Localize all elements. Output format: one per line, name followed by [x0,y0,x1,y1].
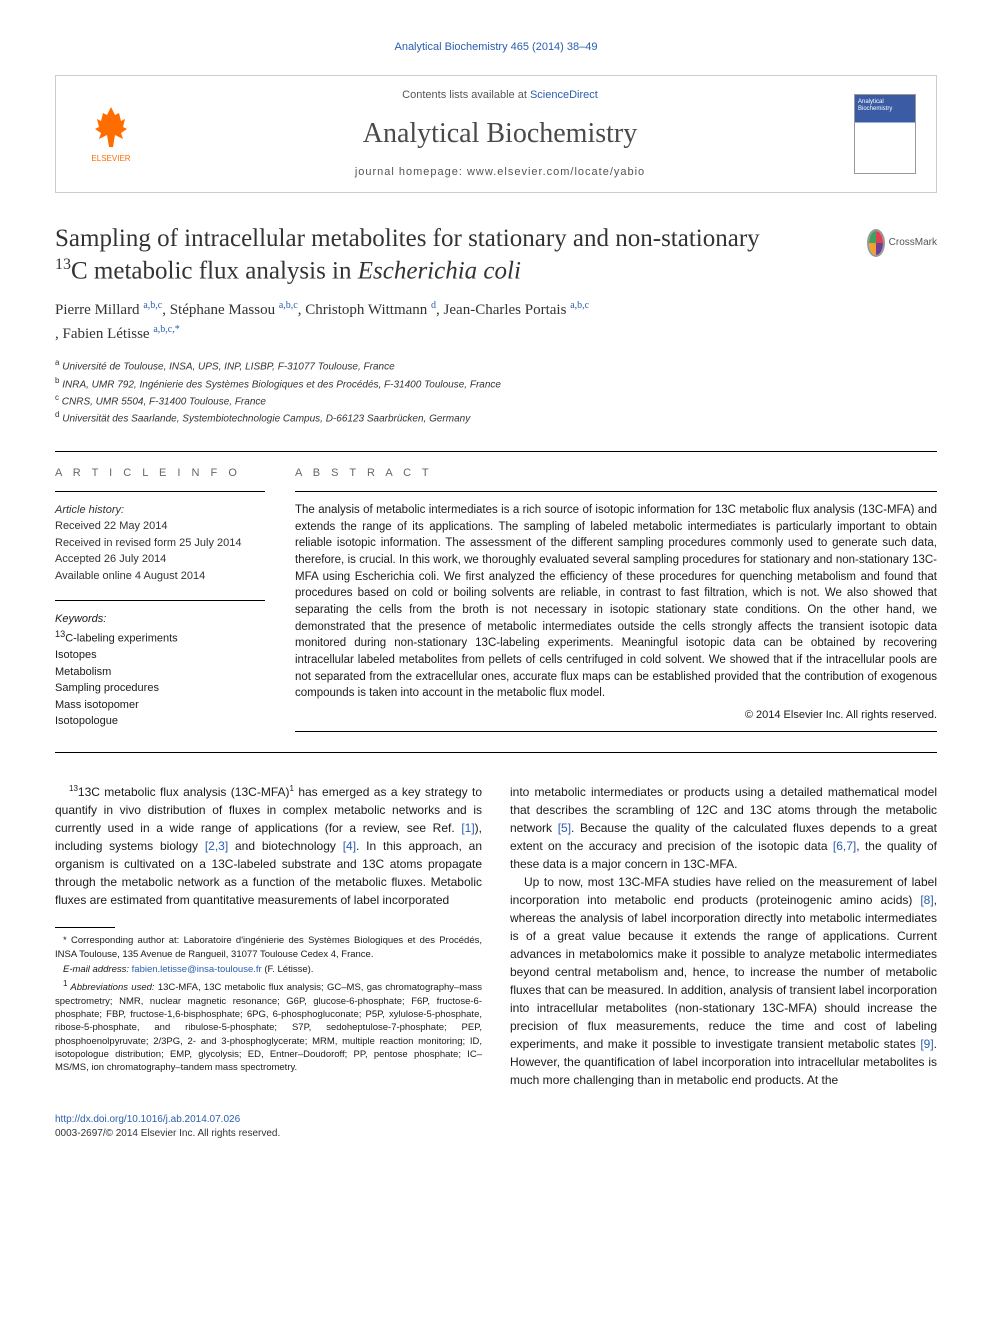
citation-ref[interactable]: [6,7] [833,839,856,853]
citation-ref[interactable]: [2,3] [205,839,228,853]
footnotes: * Corresponding author at: Laboratoire d… [55,934,482,1074]
journal-cover-thumbnail: Analytical Biochemistry [854,94,916,174]
journal-homepage-line: journal homepage: www.elsevier.com/locat… [146,165,854,180]
footnote-separator [55,927,115,928]
journal-header-center: Contents lists available at ScienceDirec… [146,88,854,180]
corresponding-author-footnote: * Corresponding author at: Laboratoire d… [55,934,482,961]
doi-link[interactable]: http://dx.doi.org/10.1016/j.ab.2014.07.0… [55,1114,240,1125]
contents-available-line: Contents lists available at ScienceDirec… [146,88,854,103]
body-column-left: 1313C metabolic flux analysis (13C-MFA)1… [55,783,482,1089]
citation-ref[interactable]: [8] [920,893,933,907]
journal-header: ELSEVIER Contents lists available at Sci… [55,75,937,193]
article-title: Sampling of intracellular metabolites fo… [55,223,852,286]
elsevier-tree-icon [91,105,131,149]
section-divider [55,752,937,753]
abstract-copyright: © 2014 Elsevier Inc. All rights reserved… [295,708,937,723]
crossmark-badge[interactable]: CrossMark [867,223,937,263]
keywords-block: Keywords: 13C-labeling experimentsIsotop… [55,611,265,729]
page-header-citation: Analytical Biochemistry 465 (2014) 38–49 [55,40,937,55]
email-footnote: E-mail address: fabien.letisse@insa-toul… [55,963,482,976]
abbreviations-footnote: 1 Abbreviations used: 13C-MFA, 13C metab… [55,978,482,1074]
section-divider [55,451,937,452]
page-footer: http://dx.doi.org/10.1016/j.ab.2014.07.0… [55,1113,937,1141]
citation-ref[interactable]: [9] [920,1037,933,1051]
abstract-heading: a b s t r a c t [295,466,937,481]
sciencedirect-link[interactable]: ScienceDirect [530,89,598,101]
citation-ref[interactable]: [5] [558,821,571,835]
crossmark-icon [867,229,885,257]
authors-list: Pierre Millard a,b,c, Stéphane Massou a,… [55,298,937,345]
elsevier-logo: ELSEVIER [76,94,146,174]
issn-copyright: 0003-2697/© 2014 Elsevier Inc. All right… [55,1127,937,1141]
affiliations-list: a Université de Toulouse, INSA, UPS, INP… [55,357,937,426]
email-link[interactable]: fabien.letisse@insa-toulouse.fr [132,964,262,975]
article-info-heading: a r t i c l e i n f o [55,466,265,481]
abstract-text: The analysis of metabolic intermediates … [295,502,937,702]
article-history: Article history: Received 22 May 2014Rec… [55,502,265,585]
journal-name: Analytical Biochemistry [146,114,854,153]
citation-ref[interactable]: [1] [461,821,474,835]
citation-ref[interactable]: [4] [343,839,356,853]
body-column-right: into metabolic intermediates or products… [510,783,937,1089]
